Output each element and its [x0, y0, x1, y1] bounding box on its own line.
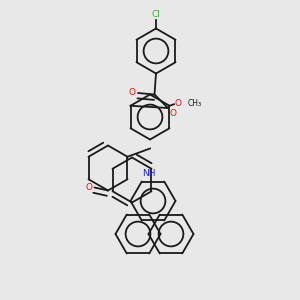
Text: CH₃: CH₃	[188, 100, 202, 109]
Text: O: O	[85, 183, 92, 192]
Text: O: O	[129, 88, 136, 97]
Text: NH: NH	[142, 169, 156, 178]
Text: O: O	[175, 100, 182, 109]
Text: O: O	[169, 110, 176, 118]
Text: Cl: Cl	[152, 10, 160, 19]
